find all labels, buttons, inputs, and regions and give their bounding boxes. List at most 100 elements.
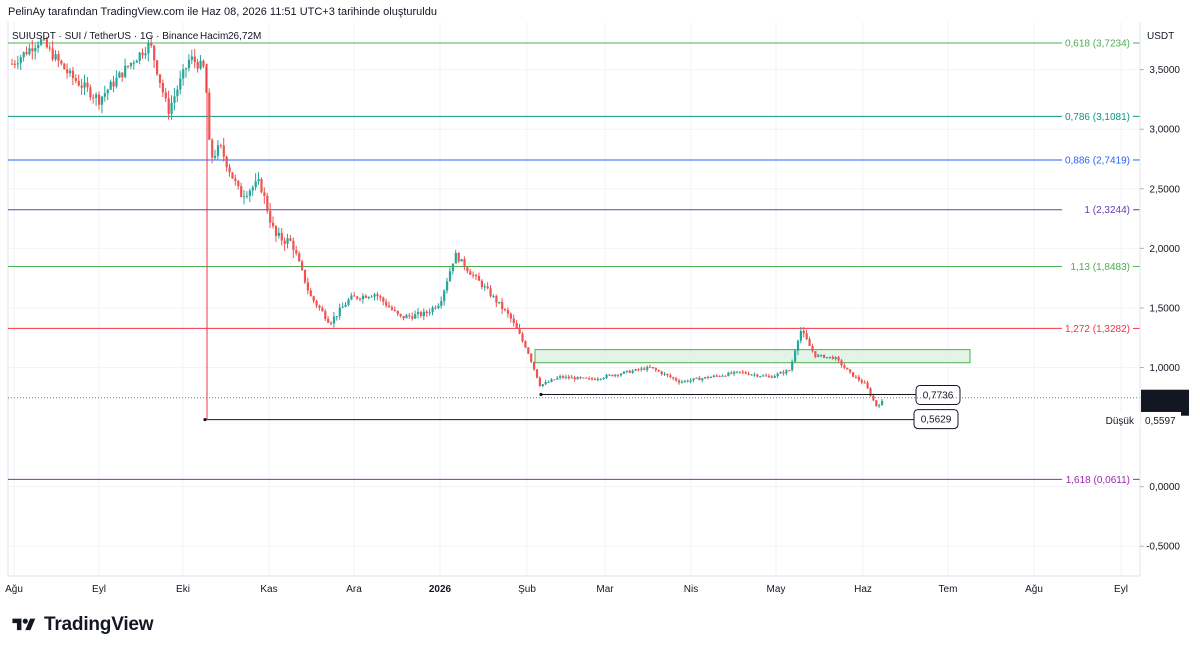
time-axis[interactable]: Ağu Eyl Eki Kas Ara 2026 Şub Mar Nis May Haz Tem Ağu…: [5, 575, 1140, 595]
candle-body: [750, 374, 753, 376]
candle-body: [390, 307, 394, 310]
candle-body: [634, 369, 637, 371]
candle-body: [11, 63, 14, 65]
candle-body: [301, 261, 304, 270]
candle-body: [863, 382, 866, 384]
candle-body: [309, 290, 312, 297]
candle-body: [274, 226, 278, 236]
candle-body: [219, 145, 222, 147]
candle-body: [28, 48, 31, 55]
candle-body: [527, 347, 530, 354]
candle-body: [98, 94, 101, 105]
candle-body: [411, 316, 414, 319]
candle-body: [364, 295, 367, 298]
candle-body: [515, 322, 518, 329]
candle-body: [660, 371, 663, 375]
candle-body: [678, 380, 681, 383]
candle-body: [620, 373, 623, 376]
time-tick-label: Ağu: [1025, 584, 1043, 595]
candle-body: [823, 354, 826, 358]
candle-body: [814, 351, 817, 357]
candle-body: [318, 305, 321, 308]
candle-body: [538, 377, 541, 387]
candle-body: [617, 374, 620, 376]
candle-body: [437, 305, 440, 309]
brand-footer[interactable]: TradingView: [10, 614, 154, 636]
candle-body: [77, 80, 80, 86]
candle-body: [686, 380, 689, 382]
candle-body: [559, 376, 562, 378]
candle-body: [466, 267, 469, 272]
symbol-legend[interactable]: SUIUSDT · SUI / TetherUS · 1G · Binance: [12, 31, 199, 42]
candle-body: [25, 52, 28, 55]
candle-body: [428, 312, 431, 314]
candle-body: [225, 156, 228, 168]
candle-body: [158, 74, 162, 83]
candle-body: [156, 60, 159, 75]
candle-body: [776, 373, 779, 377]
candle-body: [393, 309, 396, 311]
candle-body: [756, 374, 759, 377]
price-axis[interactable]: USDT 3,5000 3,0000 2,5000 2,0000 1,5000 1,0000…: [1100, 22, 1189, 576]
candle-body: [852, 372, 855, 377]
candle-body: [872, 395, 875, 401]
candle-body: [350, 295, 353, 300]
candle-body: [405, 315, 408, 319]
candle-body: [588, 378, 591, 380]
candle-body: [266, 195, 269, 211]
candle-body: [562, 376, 565, 378]
candle-body: [533, 361, 536, 370]
fib-level-label: 0,786 (3,1081): [1065, 112, 1130, 123]
horizontal-lines: 0,7736 0,5629: [8, 63, 1140, 430]
candle-body: [344, 304, 347, 307]
candle-body: [843, 365, 846, 368]
candle-body: [321, 307, 324, 312]
time-tick-label: 2026: [429, 584, 452, 595]
candle-body: [303, 269, 307, 283]
candle-body: [359, 298, 362, 300]
candle-body: [121, 72, 124, 78]
candle-body: [324, 311, 327, 319]
candle-body: [153, 45, 156, 61]
volume-value: 26,72M: [228, 31, 261, 42]
candle-body: [718, 375, 721, 377]
candle-body: [63, 63, 66, 70]
candle-body: [138, 52, 141, 61]
candle-body: [602, 377, 605, 379]
price-tick-label: -0,5000: [1146, 542, 1180, 553]
candle-body: [573, 377, 576, 380]
volume-label: Hacim: [200, 31, 228, 42]
candle-body: [831, 356, 834, 360]
time-tick-label: Tem: [939, 584, 958, 595]
candle-body: [625, 370, 628, 372]
candle-body: [535, 369, 539, 378]
current-price-badge: [1141, 389, 1189, 416]
fib-level-label: 1,13 (1,8483): [1071, 262, 1131, 273]
price-tick-label: 2,0000: [1149, 244, 1180, 255]
candle-body: [245, 195, 249, 197]
candle-body: [791, 361, 794, 371]
candle-body: [347, 299, 350, 305]
candle-body: [747, 373, 750, 375]
fib-level-label: 1,272 (1,3282): [1065, 324, 1130, 335]
support-range-box[interactable]: [534, 349, 971, 364]
candle-body: [34, 48, 37, 52]
candle-body: [570, 377, 573, 379]
candle-body: [489, 288, 492, 297]
candle-body: [289, 238, 292, 241]
candle-body: [196, 62, 199, 69]
fib-level-label: 0,886 (2,7419): [1065, 155, 1130, 166]
candle-body: [164, 92, 167, 99]
candle-body: [712, 375, 715, 377]
candle-body: [596, 378, 599, 380]
grid-lines: [7, 22, 1140, 576]
fib-level-label: 1,618 (0,0611): [1066, 475, 1130, 486]
candle-body: [564, 376, 568, 378]
candle-body: [173, 96, 176, 103]
candle-body: [779, 372, 782, 374]
candle-body: [715, 375, 718, 377]
chart-creator-caption: PelinAy tarafından TradingView.com ile H…: [8, 6, 437, 18]
candle-body: [370, 296, 373, 298]
candle-body: [124, 65, 127, 78]
